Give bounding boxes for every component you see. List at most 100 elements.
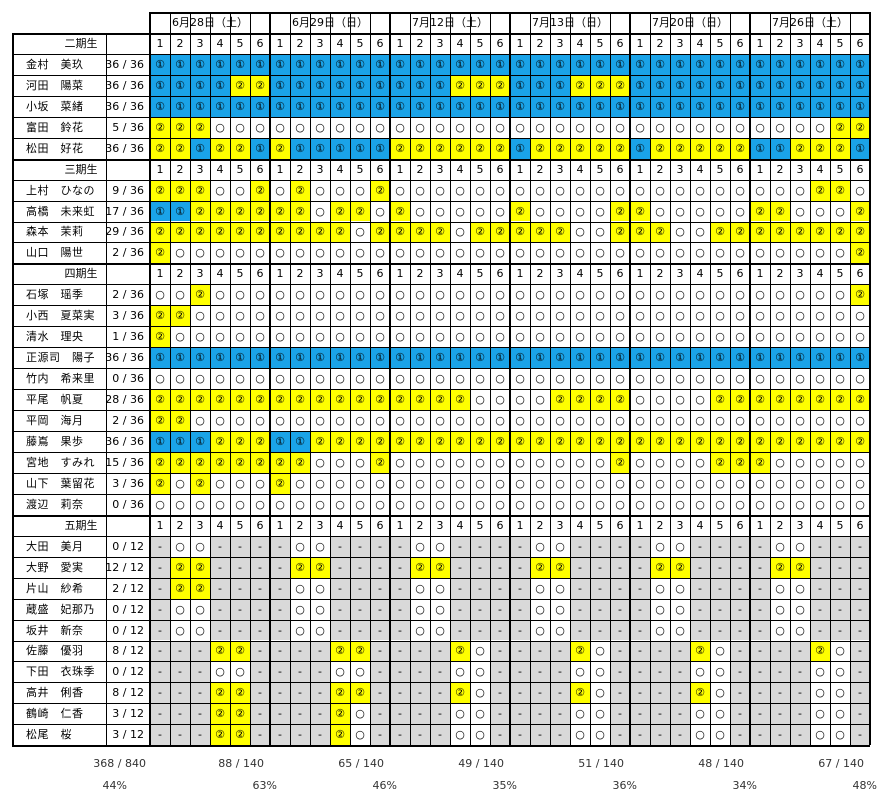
slot-cell: - [770, 640, 790, 662]
slot-cell: ① [210, 95, 230, 117]
slot-number: 2 [776, 36, 784, 50]
grid-line [650, 12, 651, 746]
slot-cell: ○ [530, 389, 550, 411]
slot-cell: - [710, 577, 730, 599]
slot-cell: ② [670, 556, 690, 578]
member-count: 0 / 36 [112, 372, 144, 386]
slot-cell: ① [170, 200, 190, 222]
slot-cell: ② [270, 451, 290, 473]
slot-cell: ○ [170, 242, 190, 264]
member-name: 大野 愛実 [26, 560, 84, 574]
slot-cell: - [730, 703, 750, 725]
slot-cell: ○ [150, 493, 170, 515]
slot-cell: ② [190, 221, 210, 243]
slot-cell: ① [850, 53, 870, 75]
slot-cell: ○ [790, 493, 810, 515]
grid-line [12, 578, 870, 579]
slot-cell: ○ [290, 598, 310, 620]
slot-cell: ○ [550, 619, 570, 641]
slot-cell: ○ [490, 179, 510, 201]
slot-cell: ○ [610, 179, 630, 201]
slot-cell: ① [670, 53, 690, 75]
slot-cell: ○ [770, 326, 790, 348]
slot-cell: ○ [790, 472, 810, 494]
member-count: 0 / 12 [112, 602, 144, 616]
slot-number: 3 [796, 267, 804, 281]
slot-cell: ① [750, 74, 770, 96]
slot-cell: - [310, 640, 330, 662]
slot-cell: - [630, 724, 650, 746]
slot-cell: - [610, 640, 630, 662]
slot-cell: ② [170, 305, 190, 327]
slot-cell: - [610, 661, 630, 683]
slot-cell: - [490, 556, 510, 578]
slot-cell: ○ [430, 305, 450, 327]
slot-cell: ② [790, 556, 810, 578]
slot-cell: ○ [310, 305, 330, 327]
member-count: 2 / 36 [112, 288, 144, 302]
total-text: 368 / 840 [93, 757, 146, 770]
slot-cell: ○ [830, 493, 850, 515]
slot-cell: - [350, 577, 370, 599]
slot-cell: - [470, 577, 490, 599]
slot-number: 6 [496, 162, 504, 176]
slot-cell: ○ [510, 116, 530, 138]
slot-cell: ○ [750, 326, 770, 348]
slot-number: 6 [496, 518, 504, 532]
slot-number: 3 [796, 162, 804, 176]
slot-number: 6 [736, 518, 744, 532]
slot-number: 6 [496, 267, 504, 281]
slot-cell: ② [730, 221, 750, 243]
slot-cell: - [510, 682, 530, 704]
slot-cell: ○ [450, 410, 470, 431]
slot-cell: ○ [550, 410, 570, 431]
slot-cell: ○ [530, 577, 550, 599]
slot-cell: ○ [450, 242, 470, 264]
slot-cell: ① [730, 74, 750, 96]
slot-cell: - [490, 640, 510, 662]
slot-cell: ○ [750, 305, 770, 327]
slot-cell: - [250, 640, 270, 662]
slot-cell: - [230, 535, 250, 557]
slot-cell: - [750, 703, 770, 725]
slot-cell: - [310, 703, 330, 725]
slot-cell: ○ [210, 284, 230, 306]
slot-cell: ① [290, 74, 310, 96]
slot-cell: - [150, 577, 170, 599]
grid-line [710, 12, 711, 746]
grid-line [850, 12, 851, 746]
slot-cell: - [670, 724, 690, 746]
slot-cell: ② [810, 137, 830, 159]
slot-number: 1 [636, 267, 644, 281]
slot-cell: - [550, 724, 570, 746]
slot-cell: ② [450, 640, 470, 662]
slot-cell: ○ [430, 577, 450, 599]
slot-cell: - [730, 577, 750, 599]
slot-cell: ○ [170, 326, 190, 348]
slot-cell: ○ [730, 116, 750, 138]
slot-number: 5 [356, 36, 364, 50]
slot-cell: - [510, 640, 530, 662]
slot-number: 3 [676, 162, 684, 176]
slot-cell: ○ [430, 200, 450, 222]
slot-cell: ② [590, 74, 610, 96]
slot-cell: ① [150, 95, 170, 117]
slot-cell: ○ [290, 577, 310, 599]
slot-cell: ○ [450, 200, 470, 222]
slot-cell: ○ [430, 179, 450, 201]
slot-cell: ○ [410, 326, 430, 348]
grid-line [12, 263, 870, 265]
slot-cell: ○ [530, 284, 550, 306]
grid-line [12, 745, 870, 747]
slot-cell: ○ [690, 116, 710, 138]
slot-cell: ○ [670, 305, 690, 327]
grid-line [590, 12, 591, 746]
slot-cell: - [750, 661, 770, 683]
slot-cell: ② [310, 389, 330, 411]
slot-number: 4 [336, 518, 344, 532]
slot-cell: ② [190, 179, 210, 201]
slot-number: 6 [736, 36, 744, 50]
slot-cell: ○ [650, 116, 670, 138]
slot-cell: ○ [310, 598, 330, 620]
grid-line [12, 494, 870, 495]
